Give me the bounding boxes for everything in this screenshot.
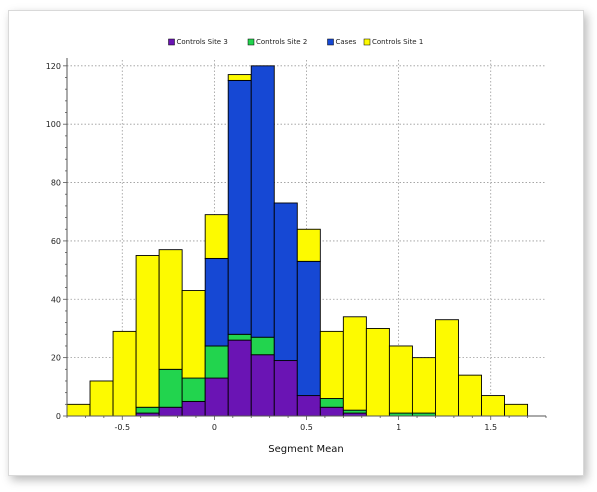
bar-segment-controls-site-1 — [89, 380, 114, 417]
bar-segment-controls-site-1 — [319, 330, 344, 399]
bar-segment-controls-site-3 — [250, 354, 275, 417]
legend-swatch — [168, 38, 175, 46]
y-tick-label: 80 — [51, 179, 61, 188]
y-tick-label: 0 — [56, 412, 61, 421]
bar-segment-controls-site-2 — [181, 377, 206, 402]
bar-segment-controls-site-1 — [458, 374, 482, 417]
bar-segment-controls-site-2 — [227, 333, 252, 341]
x-axis-title: Segment Mean — [268, 444, 343, 455]
bar-segment-controls-site-1 — [504, 403, 529, 417]
bar-segment-controls-site-1 — [112, 330, 137, 417]
y-tick-label: 120 — [46, 62, 61, 71]
bars — [66, 65, 529, 417]
y-tick-label: 100 — [46, 120, 61, 129]
legend-swatch — [327, 38, 334, 46]
bar-segment-controls-site-3 — [181, 400, 206, 417]
bar-segment-controls-site-1 — [411, 357, 436, 414]
y-tick-label: 40 — [51, 295, 61, 304]
legend-label: Cases — [336, 38, 357, 46]
legend: Controls Site 3 Controls Site 2 Cases Contr… — [168, 38, 423, 46]
bar-segment-controls-site-1 — [296, 228, 321, 262]
bar-segment-controls-site-3 — [296, 395, 321, 417]
bar-segment-cases — [250, 65, 275, 338]
y-tick-label: 20 — [51, 354, 61, 363]
bar-segment-controls-site-3 — [273, 360, 298, 417]
bar-segment-controls-site-1 — [435, 319, 459, 417]
bar-segment-cases — [273, 202, 298, 362]
x-tick-label: -0.5 — [114, 423, 130, 432]
bar-segment-controls-site-1 — [158, 249, 183, 370]
legend-swatch — [363, 38, 371, 46]
bar-segment-controls-site-3 — [158, 406, 183, 417]
bar-segment-controls-site-2 — [158, 368, 183, 408]
bar-segment-controls-site-1 — [365, 328, 390, 417]
bar-segment-controls-site-1 — [342, 316, 367, 411]
x-tick-label: 1.5 — [484, 423, 497, 432]
bar-segment-controls-site-2 — [250, 336, 275, 356]
x-tick-label: 1 — [396, 423, 401, 432]
bar-segment-controls-site-1 — [66, 403, 91, 417]
legend-swatch — [247, 38, 255, 46]
bar-segment-controls-site-2 — [204, 345, 229, 379]
legend-label: Controls Site 2 — [256, 38, 307, 46]
axes: 0 20 40 60 80 100 120 -0.5 0 0.5 1 1.5 — [46, 58, 547, 432]
bar-segment-controls-site-1 — [181, 290, 206, 379]
x-tick-label: 0.5 — [300, 423, 313, 432]
bar-segment-controls-site-2 — [135, 406, 160, 414]
legend-label: Controls Site 1 — [372, 38, 423, 46]
bar-segment-cases — [227, 79, 252, 335]
x-tick-label: 0 — [212, 423, 217, 432]
bar-segment-controls-site-3 — [204, 377, 229, 417]
bar-segment-controls-site-1 — [481, 395, 505, 417]
bar-segment-controls-site-1 — [227, 74, 252, 81]
bar-segment-controls-site-3 — [319, 406, 344, 417]
bar-segment-controls-site-1 — [204, 214, 229, 259]
y-tick-label: 60 — [51, 237, 61, 246]
bar-segment-controls-site-1 — [135, 255, 160, 408]
bar-segment-controls-site-1 — [388, 345, 413, 414]
bar-segment-cases — [204, 257, 229, 347]
bar-segment-controls-site-2 — [319, 398, 344, 408]
legend-label: Controls Site 3 — [177, 38, 228, 46]
bar-segment-controls-site-3 — [227, 339, 252, 417]
bar-segment-cases — [296, 260, 321, 397]
